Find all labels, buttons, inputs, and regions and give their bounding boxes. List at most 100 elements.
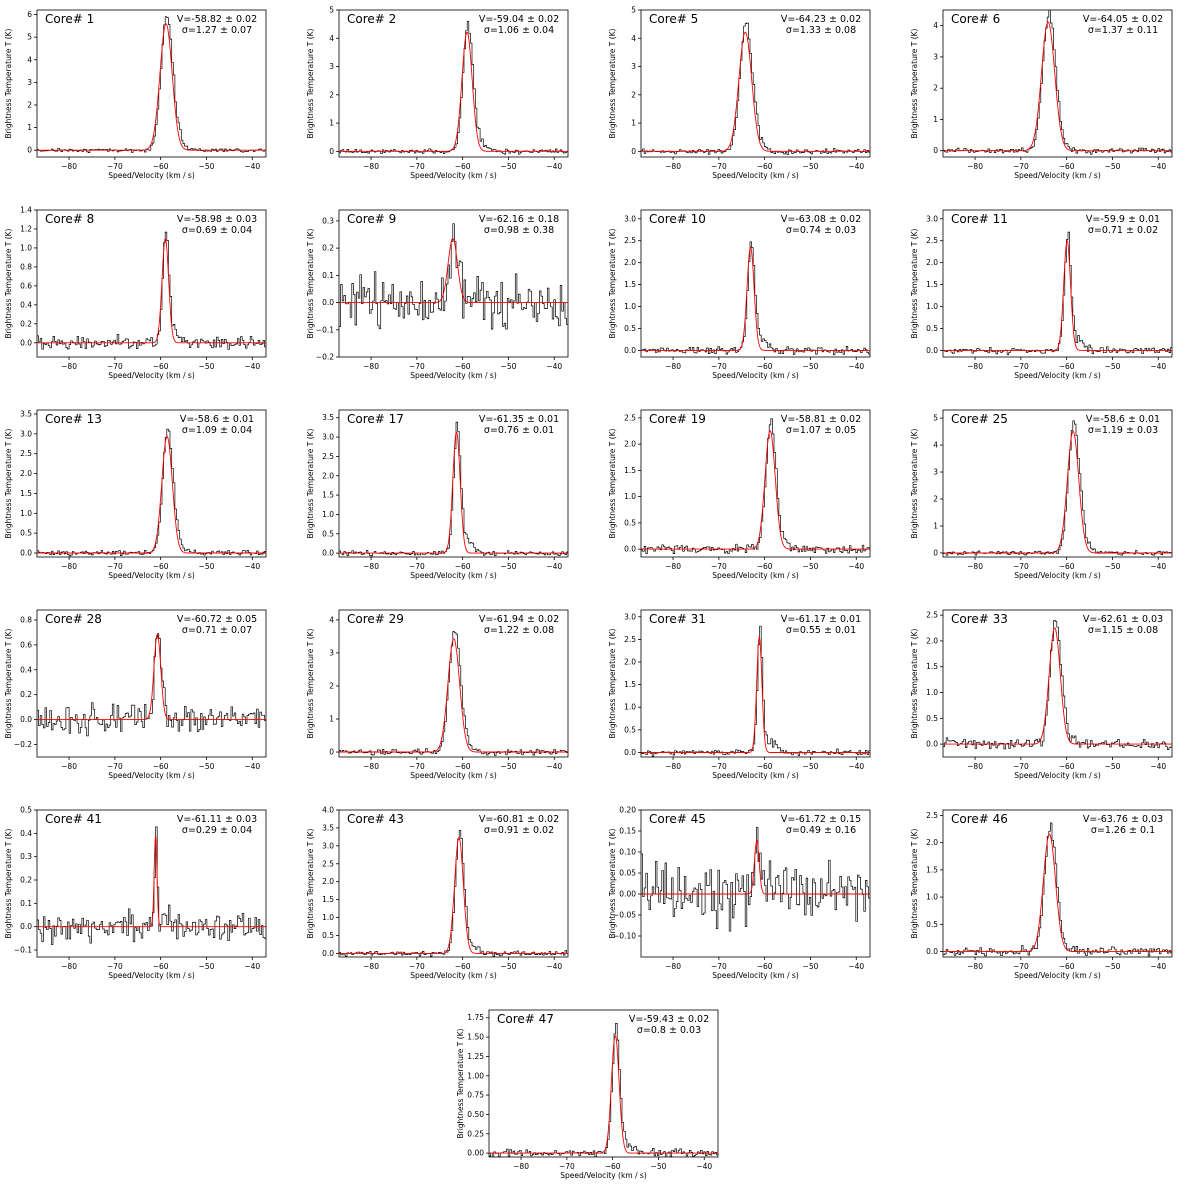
x-tick-label: −50 [803, 362, 819, 371]
y-axis-label: Brightness Temperature T (K) [306, 828, 315, 938]
velocity-annotation: V=-59.43 ± 0.02 [629, 1014, 709, 1025]
y-tick-label: 4 [933, 441, 938, 450]
y-tick-label: 1.5 [926, 662, 938, 671]
x-tick-label: −70 [711, 762, 727, 771]
x-tick-label: −50 [651, 1162, 667, 1171]
gaussian-fit-line [339, 431, 568, 554]
y-tick-label: 1.0 [926, 688, 938, 697]
x-tick-label: −50 [803, 162, 819, 171]
x-axis-label: Speed/Velocity (km / s) [108, 571, 195, 580]
velocity-annotation: V=-61.11 ± 0.03 [177, 814, 257, 825]
x-tick-label: −40 [244, 762, 260, 771]
gaussian-fit-line [37, 237, 266, 344]
y-axis-label: Brightness Temperature T (K) [306, 428, 315, 538]
gaussian-fit-line [339, 31, 568, 152]
core-title: Core# 13 [45, 412, 102, 426]
x-tick-label: −70 [107, 162, 123, 171]
x-tick-label: −80 [665, 762, 681, 771]
y-tick-label: 0 [27, 146, 32, 155]
y-axis-label: Brightness Temperature T (K) [306, 228, 315, 338]
y-tick-label: 0 [329, 748, 334, 757]
velocity-annotation: V=-61.94 ± 0.02 [479, 614, 559, 625]
y-tick-label: 0.0 [926, 740, 938, 749]
x-tick-label: −40 [1150, 962, 1166, 971]
spectrum-panel: −80 −70 −60 −50 −40 0 1 2 3 4 5 Speed/Velocity (km … [910, 409, 1173, 580]
y-tick-label: 2.5 [926, 236, 938, 245]
y-tick-label: 0.0 [322, 549, 334, 558]
axes-frame [338, 9, 569, 158]
axes-frame [942, 409, 1173, 558]
y-tick-label: 0.2 [20, 876, 32, 885]
y-tick-label: 1 [329, 119, 334, 128]
y-tick-label: 2.5 [322, 452, 334, 461]
y-tick-label: 4 [329, 615, 334, 624]
y-tick-label: −0.10 [613, 932, 636, 941]
axes-frame [942, 609, 1173, 758]
y-tick-label: 0.2 [322, 244, 334, 253]
y-tick-label: 3 [933, 468, 938, 477]
x-tick-label: −80 [665, 162, 681, 171]
spectrum-panel: −80 −70 −60 −50 −40 0.0 0.5 1.0 1.5 2.0 2.5 3.0 Spee… [608, 609, 871, 780]
y-tick-label: 0.5 [20, 529, 32, 538]
x-axis-label: Speed/Velocity (km / s) [108, 971, 195, 980]
y-axis-label: Brightness Temperature T (K) [608, 828, 617, 938]
y-tick-label: 6 [27, 10, 32, 19]
axes-frame [338, 409, 569, 558]
y-tick-label: 0.5 [926, 920, 938, 929]
y-tick-label: 3.0 [322, 433, 334, 442]
sigma-annotation: σ=0.71 ± 0.02 [1088, 225, 1158, 236]
y-tick-label: 0.0 [20, 338, 32, 347]
y-axis-label: Brightness Temperature T (K) [608, 628, 617, 738]
y-tick-label: 2.5 [322, 859, 334, 868]
y-tick-label: 1.5 [322, 491, 334, 500]
core-title: Core# 10 [649, 212, 706, 226]
y-tick-label: 0.0 [926, 947, 938, 956]
gaussian-fit-line [489, 1035, 718, 1154]
axes-frame [36, 409, 267, 558]
y-tick-label: 0.5 [624, 324, 636, 333]
y-tick-label: 1.5 [624, 680, 636, 689]
x-axis-label: Speed/Velocity (km / s) [1014, 771, 1101, 780]
spectrum-data-line [641, 418, 870, 554]
y-tick-label: 2.5 [624, 635, 636, 644]
velocity-annotation: V=-60.81 ± 0.02 [479, 814, 559, 825]
y-tick-label: 0.0 [624, 545, 636, 554]
y-tick-label: 1.0 [624, 302, 636, 311]
sigma-annotation: σ=0.98 ± 0.38 [484, 225, 554, 236]
x-tick-label: −40 [546, 362, 562, 371]
x-axis-label: Speed/Velocity (km / s) [108, 171, 195, 180]
velocity-annotation: V=-58.6 ± 0.01 [180, 414, 254, 425]
y-axis-label: Brightness Temperature T (K) [608, 228, 617, 338]
y-tick-label: 2.5 [926, 611, 938, 620]
spectrum-panel: −80 −70 −60 −50 −40 −0.2 0.0 0.2 0.4 0.6 0.8 Speed/… [4, 609, 267, 780]
y-tick-label: 0.6 [20, 281, 32, 290]
x-tick-label: −70 [409, 762, 425, 771]
x-axis-label: Speed/Velocity (km / s) [410, 571, 497, 580]
y-tick-label: 2.0 [624, 440, 636, 449]
x-tick-label: −50 [1105, 762, 1121, 771]
x-tick-label: −60 [1059, 962, 1075, 971]
core-title: Core# 9 [347, 212, 396, 226]
y-tick-label: 2.5 [20, 449, 32, 458]
x-axis-label: Speed/Velocity (km / s) [712, 371, 799, 380]
y-tick-label: 1.0 [926, 302, 938, 311]
x-tick-label: −50 [1105, 562, 1121, 571]
x-tick-label: −70 [711, 162, 727, 171]
velocity-annotation: V=-63.76 ± 0.03 [1083, 814, 1163, 825]
gaussian-fit-line [641, 636, 870, 753]
y-tick-label: 0.2 [20, 690, 32, 699]
y-tick-label: 3.5 [20, 409, 32, 418]
y-tick-label: 0 [933, 548, 938, 557]
core-title: Core# 6 [951, 12, 1000, 26]
axes-frame [36, 609, 267, 758]
spectrum-panel: −80 −70 −60 −50 −40 0 1 2 3 4 5 6 Speed/Velocity (km… [4, 9, 267, 180]
y-tick-label: 0.3 [20, 852, 32, 861]
gaussian-fit-line [37, 835, 266, 928]
x-tick-label: −50 [199, 962, 215, 971]
sigma-annotation: σ=0.55 ± 0.01 [786, 625, 856, 636]
axes-frame [338, 609, 569, 758]
x-tick-label: −70 [409, 562, 425, 571]
x-tick-label: −60 [153, 362, 169, 371]
y-tick-label: 0.25 [467, 1129, 484, 1138]
velocity-annotation: V=-61.35 ± 0.01 [479, 414, 559, 425]
